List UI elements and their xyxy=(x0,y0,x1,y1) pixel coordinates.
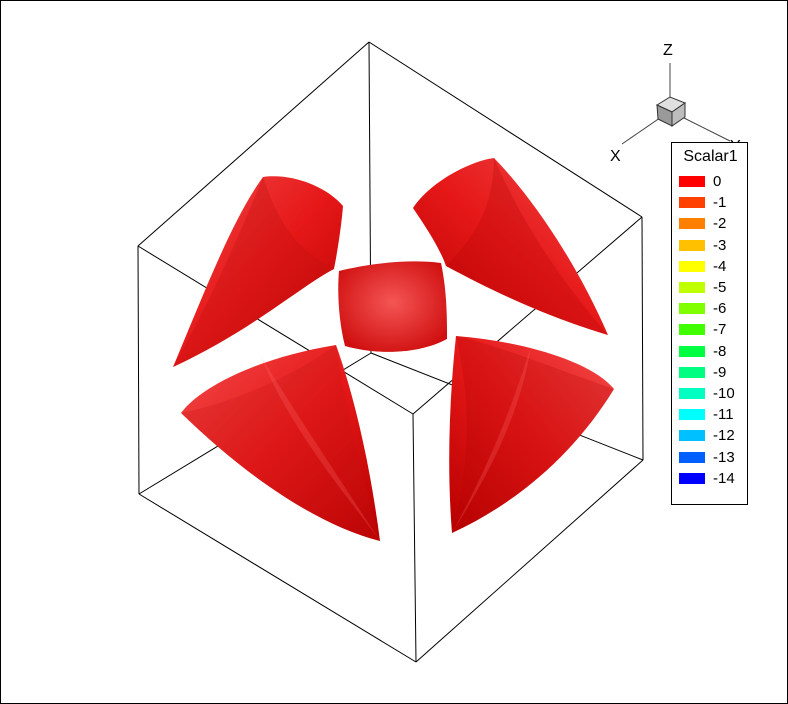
legend-label: -10 xyxy=(713,385,735,402)
center-block xyxy=(338,261,447,352)
lobe-lower-right xyxy=(449,336,614,533)
legend-swatch xyxy=(679,176,705,187)
box-edge-bottom-left xyxy=(138,493,417,663)
legend-label: -6 xyxy=(713,300,727,318)
triad-cube-right xyxy=(671,102,686,127)
legend-swatch xyxy=(679,218,705,230)
legend-label: -5 xyxy=(713,279,727,296)
box-edge-front-vertical xyxy=(412,413,417,663)
legend-swatch xyxy=(679,345,705,357)
legend-swatch xyxy=(679,409,705,421)
color-legend: Scalar1 0 -1 -2 -3 -4 -5 -6 -7 -8 -9 -10 -11 -12 -13 -… xyxy=(671,142,748,505)
legend-swatch xyxy=(679,366,705,378)
bounding-box xyxy=(137,41,644,663)
box-edge-top-front-left xyxy=(137,245,414,415)
lobe-upper-right xyxy=(413,158,608,335)
x-axis-label: X xyxy=(610,148,621,165)
isosurface xyxy=(173,158,614,541)
legend-label: -3 xyxy=(713,236,727,254)
legend-swatch xyxy=(679,197,705,209)
legend-swatch xyxy=(679,324,705,336)
legend-label: -7 xyxy=(713,321,727,339)
legend-swatch xyxy=(679,239,705,251)
box-edge-bottom-right xyxy=(415,459,644,663)
legend-swatch xyxy=(679,472,705,484)
legend-label: -1 xyxy=(713,194,727,212)
legend-swatch xyxy=(679,451,705,463)
legend-label: -2 xyxy=(713,215,727,233)
legend-swatch xyxy=(679,282,705,293)
box-edge-top-left xyxy=(137,41,370,247)
legend-label: -11 xyxy=(713,406,734,424)
box-edge-left-vertical xyxy=(137,245,140,495)
box-edge-top-right xyxy=(368,41,643,218)
lobe-upper-left xyxy=(173,176,343,367)
legend-label: 0 xyxy=(713,173,722,190)
z-axis-label: Z xyxy=(663,42,673,59)
legend-swatch xyxy=(679,430,705,442)
legend-label: -9 xyxy=(713,363,727,381)
legend-label: -13 xyxy=(713,448,735,466)
legend-label: -8 xyxy=(713,342,727,360)
legend-swatch xyxy=(679,388,705,399)
legend-label: -4 xyxy=(713,257,727,275)
box-edge-top-front-right xyxy=(412,216,643,415)
lobe-lower-left xyxy=(181,345,380,541)
legend-swatch xyxy=(679,260,705,272)
legend-swatch xyxy=(679,303,705,315)
legend-label: -12 xyxy=(713,427,735,445)
box-edge-right-vertical xyxy=(641,216,644,461)
legend-title: Scalar1 xyxy=(683,148,738,165)
legend-label: -14 xyxy=(713,469,735,487)
